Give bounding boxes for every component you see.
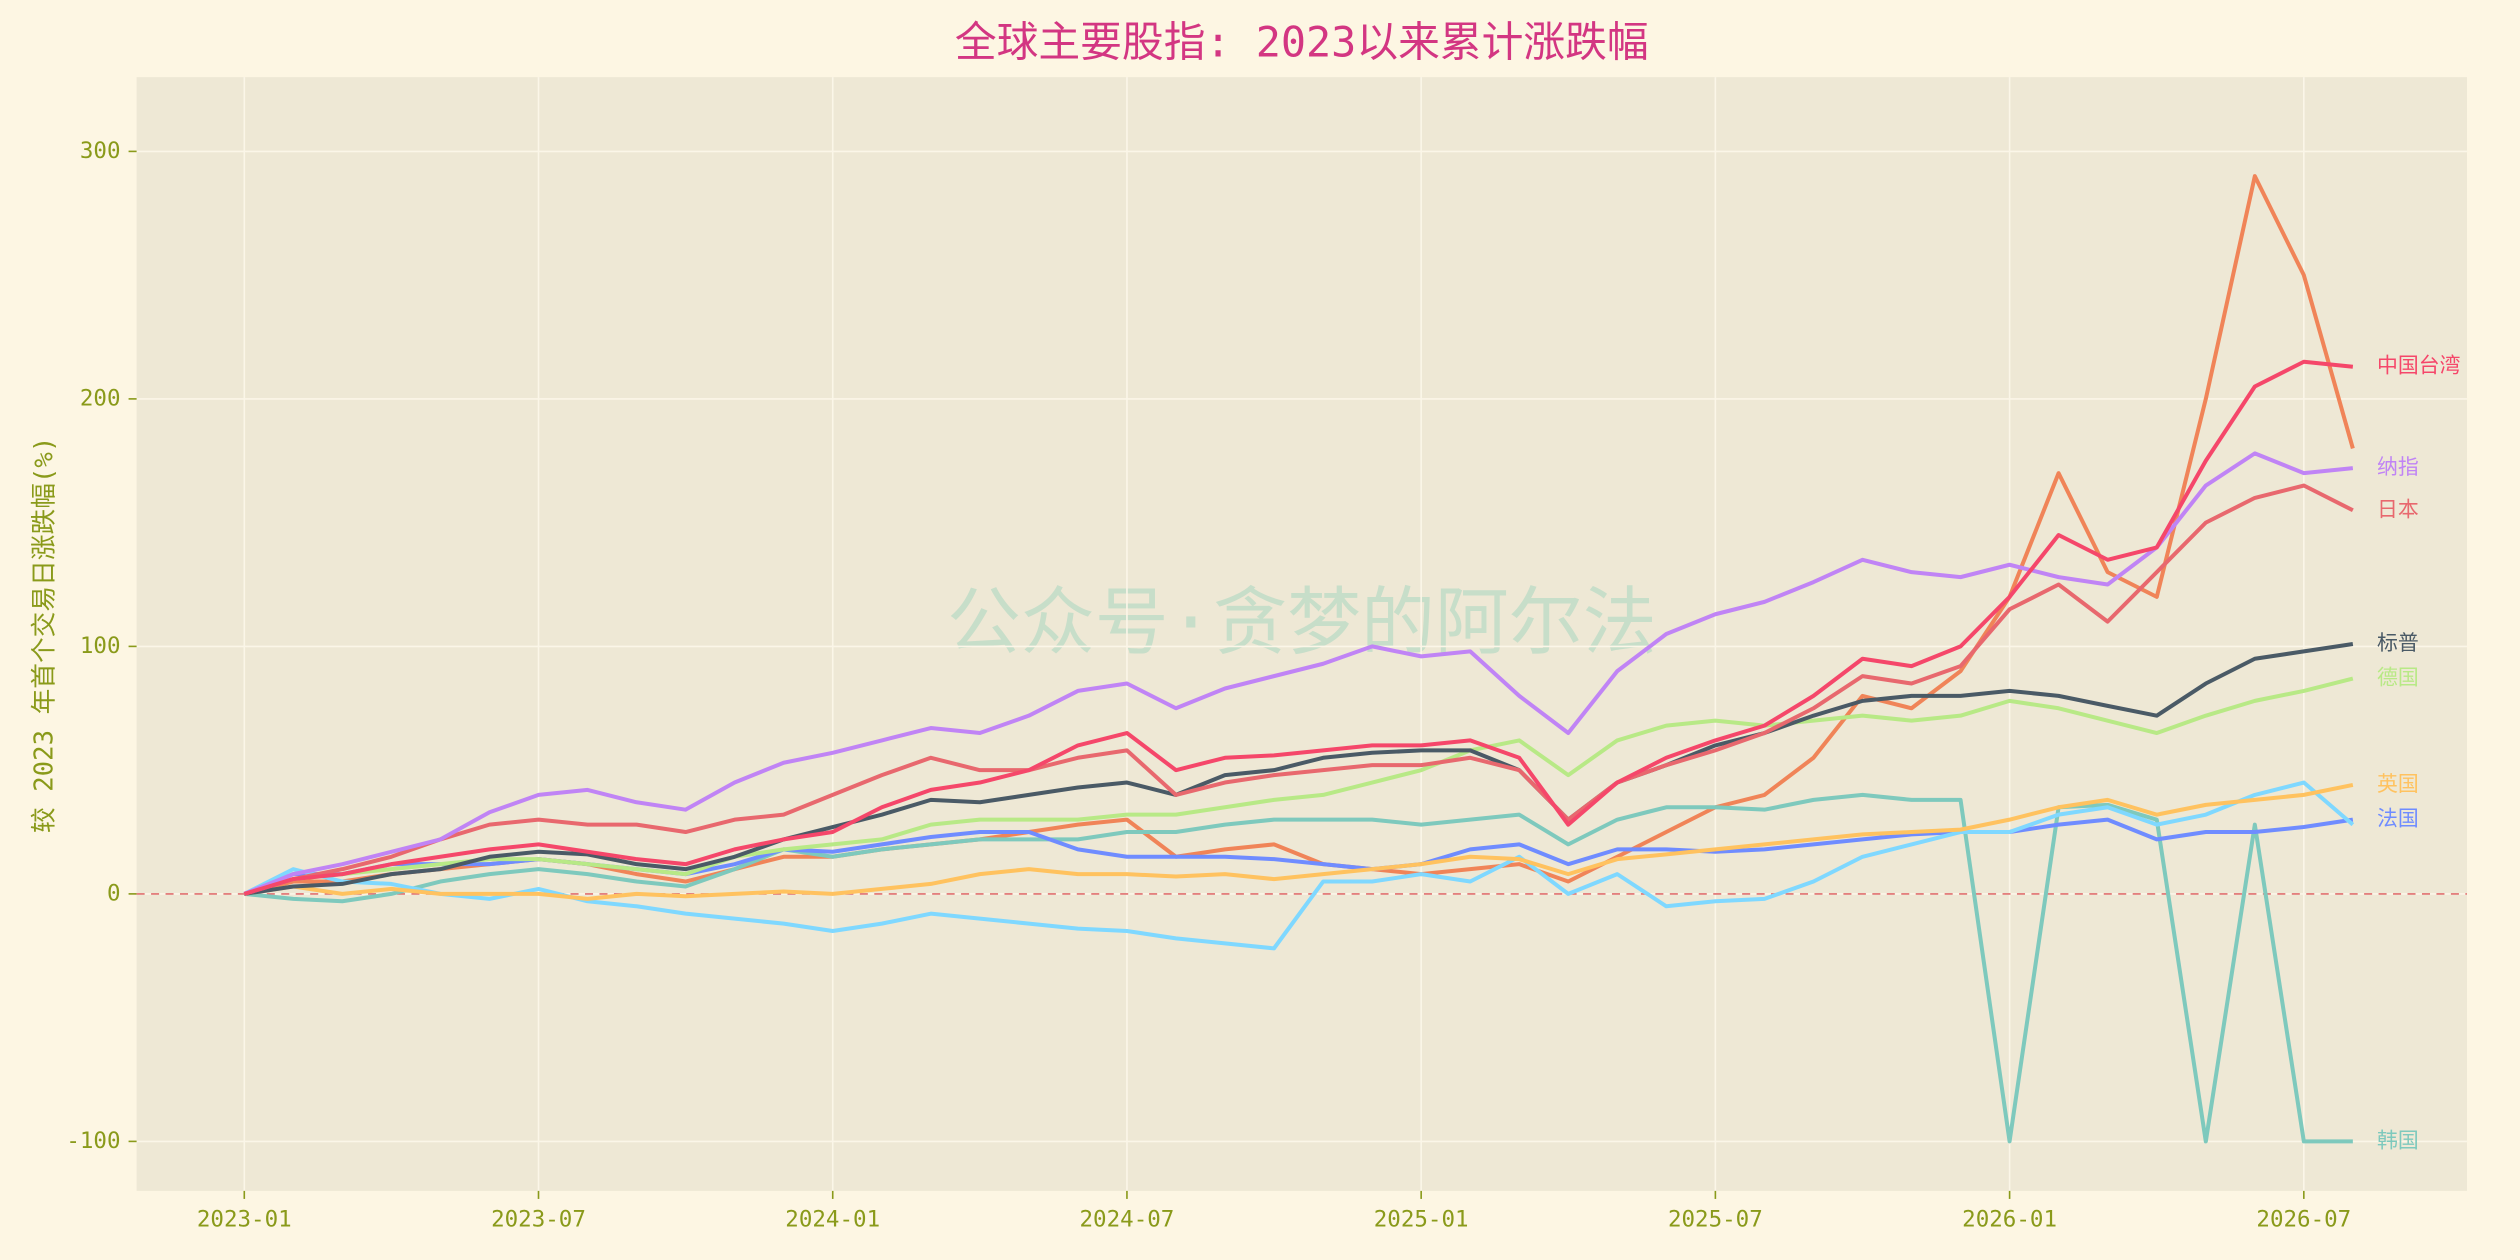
series-label: 纳指 (2377, 455, 2419, 479)
series-label: 日本 (2377, 497, 2419, 521)
watermark: 公众号·贪梦的阿尔法 (947, 579, 1657, 665)
series-line (243, 780, 2355, 951)
x-tick-label: 2023-07 (491, 1206, 586, 1232)
y-tick-label: 0 (107, 880, 121, 906)
y-axis-label: 较 2023 年首个交易日涨跌幅(%) (30, 437, 60, 833)
y-tick-label: 200 (80, 385, 121, 411)
y-tick-label: -100 (66, 1128, 120, 1154)
x-tick-label: 2023-01 (197, 1206, 292, 1232)
series-label: 法国 (2377, 807, 2419, 831)
x-tick-label: 2024-07 (1080, 1206, 1175, 1232)
x-tick-label: 2025-01 (1374, 1206, 1469, 1232)
y-tick-label: 100 (80, 633, 121, 659)
x-tick-label: 2026-07 (2256, 1206, 2351, 1232)
chart-title: 全球主要股指: 2023以来累计涨跌幅 (955, 18, 1649, 67)
x-tick-label: 2024-01 (785, 1206, 880, 1232)
series-line (243, 359, 2354, 896)
series-line (243, 782, 2354, 901)
series-label: 德国 (2377, 666, 2419, 690)
series-label: 中国台湾 (2377, 354, 2461, 378)
series-label: 韩国 (2377, 1128, 2419, 1152)
series-line (243, 483, 2354, 896)
y-tick-label: 300 (80, 138, 121, 164)
x-tick-label: 2025-07 (1668, 1206, 1763, 1232)
series-line (243, 641, 2354, 896)
series-line (243, 451, 2354, 896)
series-line (244, 792, 2353, 1144)
series-line (243, 676, 2354, 896)
plot-area (136, 77, 2467, 1191)
series-label: 英国 (2377, 772, 2419, 796)
series-label: 标普 (2377, 631, 2419, 655)
x-tick-label: 2026-01 (1962, 1206, 2057, 1232)
